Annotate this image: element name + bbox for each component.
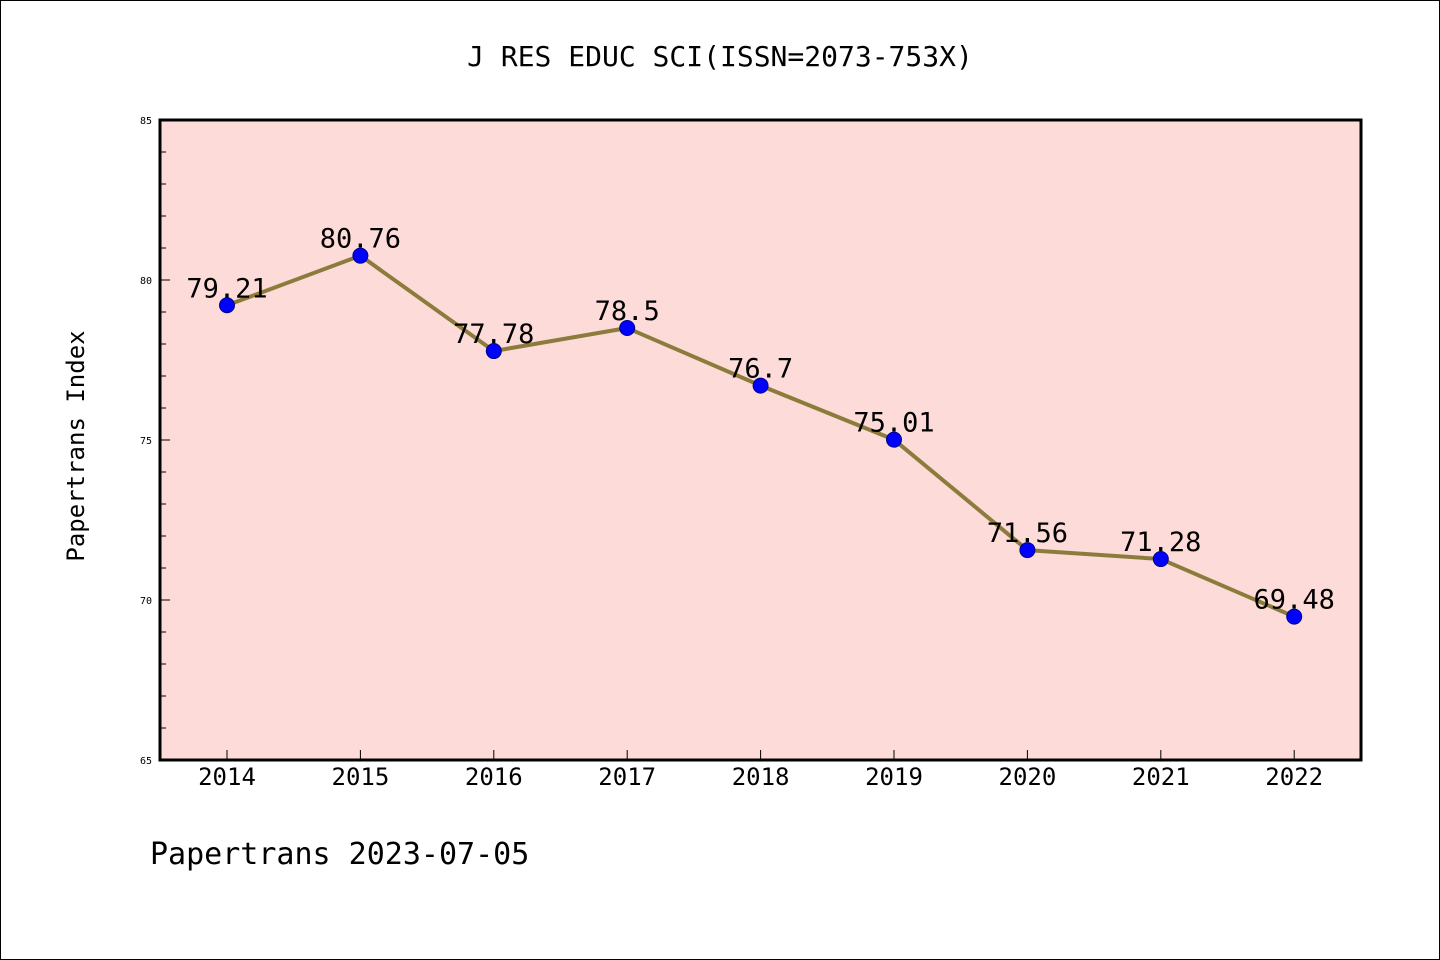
data-point <box>219 297 235 314</box>
plot-border <box>158 118 1363 762</box>
data-label: 80.76 <box>320 224 401 255</box>
y-tick-label: 85 <box>140 116 152 127</box>
data-points <box>219 247 1303 625</box>
data-label: 71.28 <box>1120 527 1201 558</box>
x-tick-label: 2020 <box>999 763 1057 791</box>
data-label: 71.56 <box>987 518 1068 549</box>
y-tick-label: 70 <box>140 596 152 607</box>
y-tick-label: 75 <box>140 436 152 447</box>
data-point <box>752 377 769 394</box>
x-tick-label: 2014 <box>198 763 256 791</box>
y-tick-label: 80 <box>140 276 152 287</box>
data-label: 76.7 <box>728 354 793 385</box>
data-label: 79.21 <box>186 273 267 304</box>
data-point <box>1286 608 1303 625</box>
chart-title: J RES EDUC SCI(ISSN=2073-753X) <box>467 40 973 73</box>
data-labels: 79.21 80.76 77.78 78.5 76.7 75.01 71.56 71.28 69… <box>186 224 1334 616</box>
x-tick-label: 2019 <box>865 763 923 791</box>
data-point <box>886 431 902 448</box>
y-tick-label: 65 <box>140 756 152 767</box>
data-label: 77.78 <box>453 319 534 350</box>
data-label: 78.5 <box>595 296 660 327</box>
x-axis: 2014 2015 2016 2017 2018 2019 2020 2021 2022 <box>198 750 1323 791</box>
data-label: 69.48 <box>1254 585 1335 616</box>
data-point <box>485 343 502 360</box>
x-tick-label: 2022 <box>1265 763 1323 791</box>
y-axis-label: Papertrans Index <box>62 330 90 561</box>
footer-text: Papertrans 2023-07-05 <box>150 837 529 872</box>
data-point <box>619 320 636 336</box>
x-tick-label: 2018 <box>732 763 790 791</box>
x-tick-label: 2015 <box>332 763 390 791</box>
x-tick-label: 2021 <box>1132 763 1190 791</box>
plot-area <box>160 120 1361 760</box>
data-point <box>352 247 369 264</box>
data-label: 75.01 <box>853 408 934 439</box>
data-point <box>1019 542 1036 559</box>
x-tick-label: 2017 <box>598 763 656 791</box>
x-tick-label: 2016 <box>465 763 523 791</box>
data-point <box>1152 551 1169 568</box>
